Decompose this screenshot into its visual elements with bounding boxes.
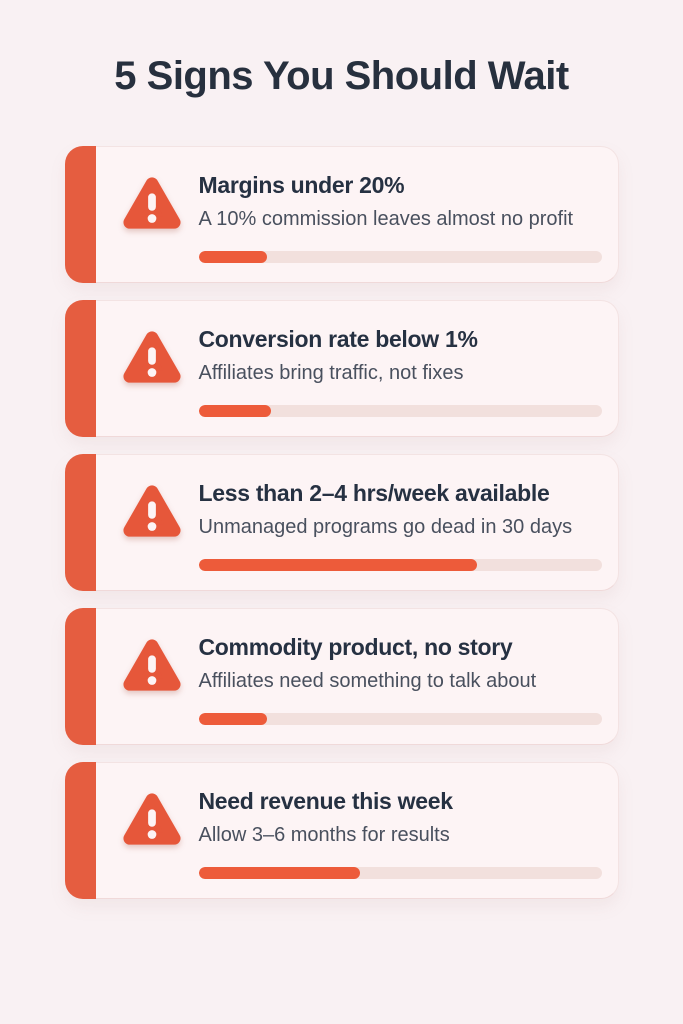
- progress-track: [198, 250, 602, 263]
- card-subtitle: Unmanaged programs go dead in 30 days: [198, 515, 573, 538]
- card-heading: Commodity product, no story: [198, 634, 513, 660]
- warning-triangle-icon: [120, 790, 184, 850]
- warning-card-conversion: Conversion rate below 1% Affiliates brin…: [64, 300, 619, 437]
- card-content: Commodity product, no story Affiliates n…: [198, 634, 602, 725]
- progress-track: [198, 404, 602, 417]
- warning-triangle-icon: [120, 636, 184, 696]
- card-content: Conversion rate below 1% Affiliates brin…: [198, 326, 602, 417]
- card-accent-bar: [64, 300, 96, 437]
- card-heading: Conversion rate below 1%: [198, 326, 478, 352]
- progress-track: [198, 866, 602, 879]
- card-accent-bar: [64, 146, 96, 283]
- progress-fill: [198, 712, 267, 725]
- card-heading: Margins under 20%: [198, 172, 405, 198]
- warning-card-revenue: Need revenue this week Allow 3–6 months …: [64, 762, 619, 899]
- card-heading: Less than 2–4 hrs/week available: [198, 480, 550, 506]
- progress-fill: [198, 250, 267, 263]
- warning-card-commodity: Commodity product, no story Affiliates n…: [64, 608, 619, 745]
- card-content: Margins under 20% A 10% commission leave…: [198, 172, 602, 263]
- warning-triangle-icon: [120, 174, 184, 234]
- card-content: Less than 2–4 hrs/week available Unmanag…: [198, 480, 602, 571]
- card-content: Need revenue this week Allow 3–6 months …: [198, 788, 602, 879]
- card-subtitle: Affiliates need something to talk about: [198, 669, 537, 692]
- warning-triangle-icon: [120, 482, 184, 542]
- progress-fill: [198, 404, 272, 417]
- page-title: 5 Signs You Should Wait: [114, 54, 569, 98]
- card-accent-bar: [64, 608, 96, 745]
- warning-card-time: Less than 2–4 hrs/week available Unmanag…: [64, 454, 619, 591]
- card-subtitle: A 10% commission leaves almost no profit: [198, 207, 574, 230]
- card-list: Margins under 20% A 10% commission leave…: [64, 146, 619, 899]
- card-subtitle: Allow 3–6 months for results: [198, 823, 450, 846]
- progress-fill: [198, 558, 477, 571]
- progress-fill: [198, 866, 360, 879]
- card-accent-bar: [64, 762, 96, 899]
- card-subtitle: Affiliates bring traffic, not fixes: [198, 361, 464, 384]
- card-accent-bar: [64, 454, 96, 591]
- progress-track: [198, 712, 602, 725]
- warning-triangle-icon: [120, 328, 184, 388]
- warning-card-margins: Margins under 20% A 10% commission leave…: [64, 146, 619, 283]
- card-heading: Need revenue this week: [198, 788, 453, 814]
- progress-track: [198, 558, 602, 571]
